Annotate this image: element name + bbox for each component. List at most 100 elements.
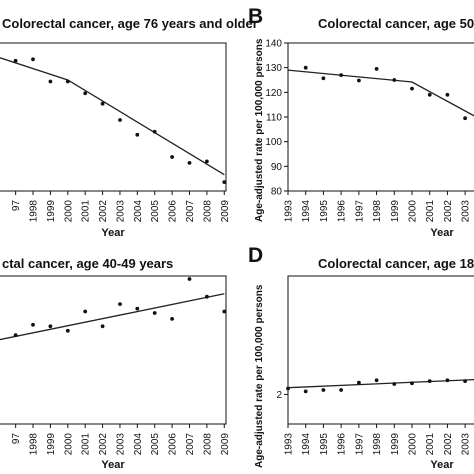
panel-a-point bbox=[83, 91, 88, 96]
panel-b-title: Colorectal cancer, age 50-7 bbox=[318, 16, 474, 31]
panel-d-point bbox=[286, 386, 290, 391]
panel-b-x-tick-label: 1995 bbox=[319, 200, 330, 223]
panel-d-x-tick-label: 1993 bbox=[284, 433, 295, 456]
panel-c-point bbox=[13, 333, 18, 338]
panel-c-x-tick-label: 2000 bbox=[63, 433, 74, 456]
panel-c-x-tick-label: 2003 bbox=[116, 433, 127, 456]
panel-c-x-axis-label: Year bbox=[101, 459, 125, 471]
panel-b-x-ticks: 1993 1994 1995 1996 1997 1998 1999 2000 2001 2002… bbox=[284, 191, 472, 222]
panel-a-point bbox=[13, 58, 18, 63]
panel-d-x-axis-label: Year bbox=[430, 459, 454, 471]
panel-b-point bbox=[374, 67, 379, 71]
panel-d-trend-line bbox=[287, 378, 474, 389]
panel-c-x-tick-label: 2002 bbox=[98, 433, 109, 456]
panel-b-x-tick-label: 1997 bbox=[354, 200, 365, 223]
panel-c-x-tick-label: 2007 bbox=[185, 433, 196, 456]
panel-b-frame bbox=[287, 42, 474, 192]
panel-a-point bbox=[118, 118, 122, 122]
panel-c-point bbox=[170, 317, 175, 321]
panel-a-x-tick-label: 2003 bbox=[116, 200, 127, 223]
panel-d-y-axis-label: Age-adjusted rate per 100,000 persons bbox=[254, 284, 265, 468]
panel-d-point bbox=[339, 388, 343, 392]
panel-d-point bbox=[357, 380, 361, 385]
panel-d-point bbox=[427, 379, 432, 383]
panel-c: ctal cancer, age 40-49 years 97 1998 1999 2… bbox=[0, 256, 231, 471]
panel-b-points bbox=[287, 65, 474, 121]
panel-b-x-tick-label: 1996 bbox=[337, 200, 348, 223]
panel-d-x-tick-label: 1997 bbox=[354, 433, 365, 456]
panel-c-point bbox=[222, 309, 227, 314]
panel-b-y-tick-label: 120 bbox=[265, 88, 282, 99]
panel-c-point bbox=[118, 302, 122, 306]
panel-a: Colorectal cancer, age 76 years and olde… bbox=[0, 16, 258, 239]
panel-b: B Colorectal cancer, age 50-7 80 90 100 110… bbox=[248, 5, 474, 239]
panel-b-point bbox=[445, 92, 450, 97]
panel-c-point bbox=[100, 324, 105, 329]
panel-a-trend-line bbox=[0, 57, 225, 176]
panel-a-point bbox=[100, 101, 105, 106]
panel-d-point bbox=[410, 381, 414, 386]
panel-c-x-tick-label: 2004 bbox=[133, 433, 144, 456]
panel-b-x-tick-label: 2003 bbox=[461, 200, 472, 223]
panel-b-x-tick-label: 1993 bbox=[284, 200, 295, 223]
panel-b-y-tick-label: 100 bbox=[265, 137, 282, 148]
panel-a-x-tick-label: 1999 bbox=[46, 200, 57, 223]
panel-c-x-tick-label: 2009 bbox=[220, 433, 231, 456]
panel-c-point bbox=[31, 322, 35, 327]
panel-d-x-tick-label: 1999 bbox=[390, 433, 401, 456]
panel-a-x-tick-label: 2002 bbox=[98, 200, 109, 223]
panel-b-y-tick-label: 140 bbox=[265, 39, 282, 50]
panel-d-points bbox=[286, 378, 474, 394]
panel-a-point bbox=[65, 79, 70, 84]
panel-a-point bbox=[135, 132, 140, 137]
panel-b-y-tick-label: 80 bbox=[271, 187, 283, 198]
panel-b-point bbox=[463, 116, 467, 121]
panel-a-point bbox=[170, 155, 175, 159]
panel-c-frame bbox=[0, 275, 227, 425]
panel-c-points bbox=[0, 277, 227, 341]
panel-b-point bbox=[410, 86, 414, 91]
panel-a-title: Colorectal cancer, age 76 years and olde… bbox=[2, 16, 258, 31]
panel-a-point bbox=[48, 79, 53, 84]
panel-d-x-tick-label: 2003 bbox=[461, 433, 472, 456]
panel-c-point bbox=[135, 306, 140, 311]
panel-a-point bbox=[31, 57, 35, 62]
panel-b-y-tick-label: 110 bbox=[266, 113, 282, 124]
panel-a-x-ticks: 97 1998 1999 2000 2001 2002 2003 2004 2005 2006 20… bbox=[11, 191, 231, 222]
panel-a-frame bbox=[0, 42, 227, 192]
panel-a-x-tick-label: 2009 bbox=[220, 200, 231, 223]
panel-b-point bbox=[392, 78, 397, 82]
panel-d-y-ticks: 2 bbox=[276, 390, 288, 401]
panel-b-x-tick-label: 1998 bbox=[372, 200, 383, 223]
panel-d-point bbox=[445, 378, 450, 383]
panel-a-x-tick-label: 1998 bbox=[29, 200, 40, 223]
panel-d-letter: D bbox=[248, 244, 263, 267]
panel-d-point bbox=[392, 382, 397, 386]
panel-d-x-ticks: 1993 1994 1995 1996 1997 1998 1999 2000 2001 2002… bbox=[284, 424, 472, 455]
panel-a-point bbox=[205, 159, 209, 164]
panel-c-x-ticks: 97 1998 1999 2000 2001 2002 2003 2004 2005 2006 20… bbox=[11, 424, 231, 455]
panel-a-point bbox=[187, 161, 192, 165]
panel-b-trend-line bbox=[287, 69, 474, 117]
panel-c-x-tick-label: 1998 bbox=[29, 433, 40, 456]
panel-c-point bbox=[205, 294, 209, 299]
panel-b-x-tick-label: 2002 bbox=[443, 200, 454, 223]
panel-b-y-tick-label: 130 bbox=[265, 63, 282, 74]
panel-a-x-tick-label: 2001 bbox=[81, 200, 92, 223]
panel-d-x-tick-label: 1995 bbox=[319, 433, 330, 456]
panel-a-point bbox=[222, 180, 227, 185]
panel-c-point bbox=[48, 324, 53, 329]
panel-c-x-tick-label: 1999 bbox=[46, 433, 57, 456]
panel-b-x-tick-label: 1999 bbox=[390, 200, 401, 223]
panel-c-point bbox=[83, 309, 88, 314]
panel-d-x-tick-label: 2001 bbox=[425, 433, 436, 456]
panel-c-x-tick-label: 2001 bbox=[81, 433, 92, 456]
panel-d-point bbox=[463, 379, 467, 383]
panel-a-x-tick-label: 97 bbox=[11, 200, 22, 212]
panel-c-trend-line bbox=[0, 293, 225, 341]
panel-b-point bbox=[339, 73, 343, 77]
panel-a-point bbox=[152, 129, 157, 134]
panel-c-x-tick-label: 97 bbox=[11, 433, 22, 445]
panel-a-x-tick-label: 2008 bbox=[202, 200, 213, 223]
